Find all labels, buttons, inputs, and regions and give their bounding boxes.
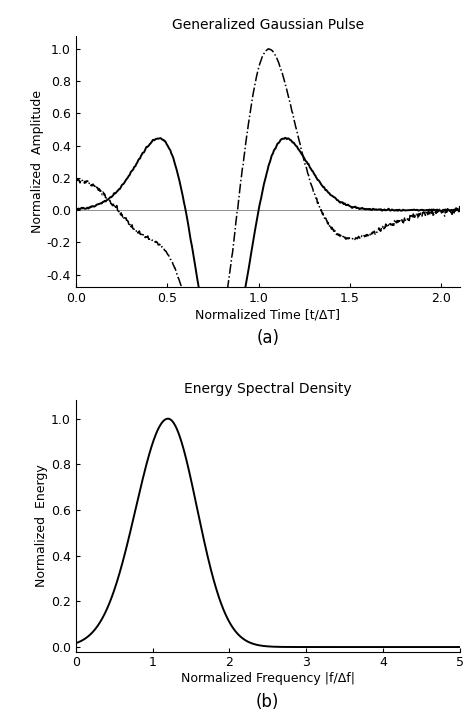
Text: (b): (b) bbox=[256, 693, 280, 711]
Y-axis label: Normalized  Energy: Normalized Energy bbox=[35, 465, 48, 587]
Title: Energy Spectral Density: Energy Spectral Density bbox=[184, 382, 352, 397]
X-axis label: Normalized Time [t/ΔT]: Normalized Time [t/ΔT] bbox=[195, 308, 340, 321]
Title: Generalized Gaussian Pulse: Generalized Gaussian Pulse bbox=[172, 18, 364, 33]
Text: (a): (a) bbox=[256, 329, 279, 347]
X-axis label: Normalized Frequency |f/Δf|: Normalized Frequency |f/Δf| bbox=[181, 673, 355, 685]
Y-axis label: Normalized  Amplitude: Normalized Amplitude bbox=[31, 90, 44, 233]
